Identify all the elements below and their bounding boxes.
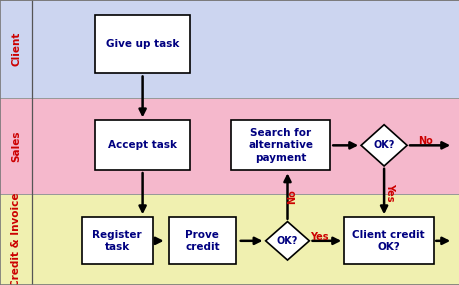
Bar [169, 217, 235, 264]
Text: Give up task: Give up task [106, 39, 179, 49]
Text: Search for
alternative
payment: Search for alternative payment [247, 128, 313, 163]
Text: Yes: Yes [384, 183, 394, 201]
Polygon shape [360, 125, 406, 166]
Text: OK?: OK? [276, 236, 297, 246]
Text: Credit & Invoice: Credit & Invoice [11, 192, 21, 285]
Bar [95, 121, 190, 170]
Bar [0, 98, 459, 194]
Text: Register
task: Register task [92, 230, 142, 252]
Text: Accept task: Accept task [108, 140, 177, 150]
Text: Yes: Yes [310, 232, 328, 242]
Text: Client credit
OK?: Client credit OK? [352, 230, 424, 252]
Bar [0, 0, 459, 98]
Text: No: No [417, 136, 432, 146]
Bar [0, 194, 459, 285]
Polygon shape [265, 222, 309, 260]
Bar [343, 217, 432, 264]
Text: OK?: OK? [373, 140, 394, 150]
Text: Prove
credit: Prove credit [185, 230, 219, 252]
Bar [95, 15, 190, 74]
Bar [230, 121, 330, 170]
Text: Client: Client [11, 32, 21, 66]
Text: Sales: Sales [11, 130, 21, 162]
Text: No: No [286, 189, 296, 204]
Bar [82, 217, 153, 264]
